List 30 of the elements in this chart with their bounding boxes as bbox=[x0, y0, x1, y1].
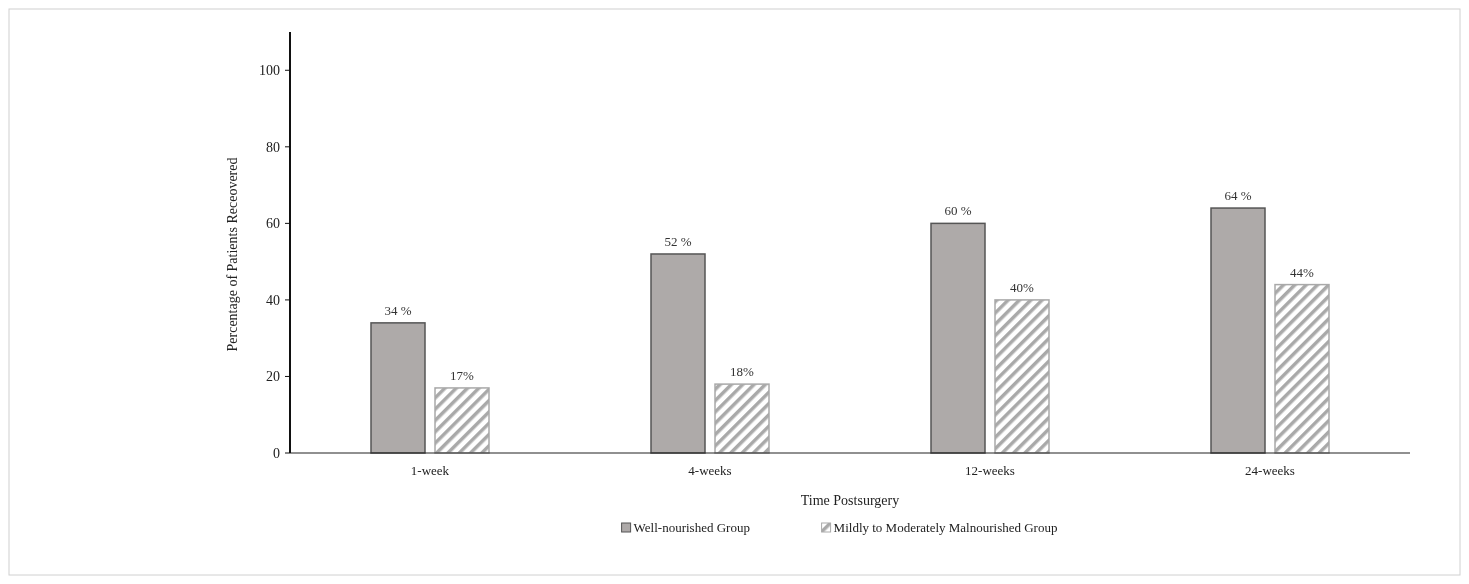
data-label: 60 % bbox=[944, 203, 972, 219]
x-axis-title: Time Postsurgery bbox=[800, 493, 900, 508]
data-label: 44% bbox=[1290, 264, 1315, 280]
x-tick-label: 1-week bbox=[410, 463, 450, 478]
x-tick-label: 24-weeks bbox=[1245, 463, 1295, 478]
x-tick-label: 4-weeks bbox=[688, 463, 732, 478]
bar bbox=[714, 383, 770, 454]
y-tick-label: 100 bbox=[259, 63, 280, 79]
bar bbox=[434, 387, 490, 454]
bar bbox=[994, 299, 1050, 454]
data-label: 34 % bbox=[384, 302, 412, 318]
y-tick-label: 80 bbox=[266, 139, 280, 155]
bar bbox=[1274, 283, 1330, 454]
legend-label: Mildly to Moderately Malnourished Group bbox=[833, 520, 1058, 535]
bar bbox=[930, 222, 986, 454]
y-axis-title: Percentage of Patients Receovered bbox=[225, 157, 240, 352]
y-tick-label: 20 bbox=[266, 369, 280, 385]
data-label: 40% bbox=[1010, 279, 1035, 295]
y-tick-label: 60 bbox=[266, 216, 280, 232]
data-label: 18% bbox=[730, 364, 755, 380]
data-label: 52 % bbox=[664, 233, 692, 249]
x-tick-label: 12-weeks bbox=[965, 463, 1015, 478]
bar bbox=[1210, 207, 1266, 454]
y-tick-label: 40 bbox=[266, 292, 280, 308]
legend-label: Well-nourished Group bbox=[633, 520, 750, 535]
bar bbox=[370, 322, 426, 454]
data-label: 64 % bbox=[1224, 188, 1252, 204]
bar bbox=[650, 253, 706, 454]
data-label: 17% bbox=[450, 367, 475, 383]
y-tick-label: 0 bbox=[273, 445, 280, 461]
